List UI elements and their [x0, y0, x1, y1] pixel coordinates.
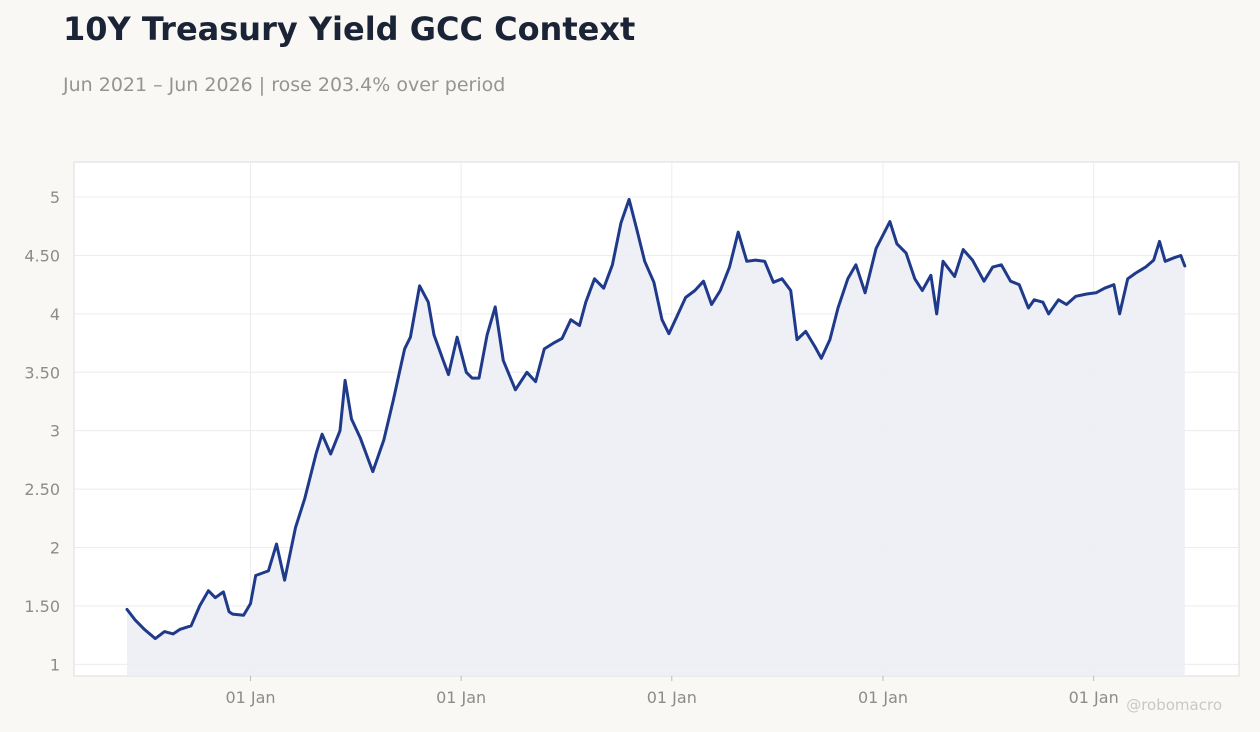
x-tick-label: 01 Jan — [225, 688, 275, 707]
x-tick-label: 01 Jan — [1069, 688, 1119, 707]
area-layer — [127, 199, 1185, 676]
x-tick-label: 01 Jan — [436, 688, 486, 707]
x-tick-label: 01 Jan — [647, 688, 697, 707]
y-tick-label: 4 — [50, 305, 60, 324]
y-tick-label: 2 — [50, 539, 60, 558]
y-tick-label: 3 — [50, 422, 60, 441]
y-tick-label: 1.50 — [24, 597, 60, 616]
y-tick-label: 5 — [50, 188, 60, 207]
line-layer — [125, 197, 1187, 641]
y-axis: 1 1.50 2 2.50 3 3.50 4 4.50 5 — [24, 188, 60, 674]
watermark: @robomacro — [1126, 696, 1222, 714]
x-axis: 01 Jan 01 Jan 01 Jan 01 Jan 01 Jan — [225, 676, 1119, 707]
y-tick-label: 2.50 — [24, 480, 60, 499]
series-line — [125, 197, 1187, 641]
y-tick-label: 1 — [50, 655, 60, 674]
series-area — [127, 199, 1185, 676]
x-tick-label: 01 Jan — [858, 688, 908, 707]
chart-title: 10Y Treasury Yield GCC Context — [63, 10, 636, 48]
chart-subtitle: Jun 2021 – Jun 2026 | rose 203.4% over p… — [63, 74, 506, 96]
y-tick-label: 4.50 — [24, 246, 60, 265]
y-tick-label: 3.50 — [24, 363, 60, 382]
